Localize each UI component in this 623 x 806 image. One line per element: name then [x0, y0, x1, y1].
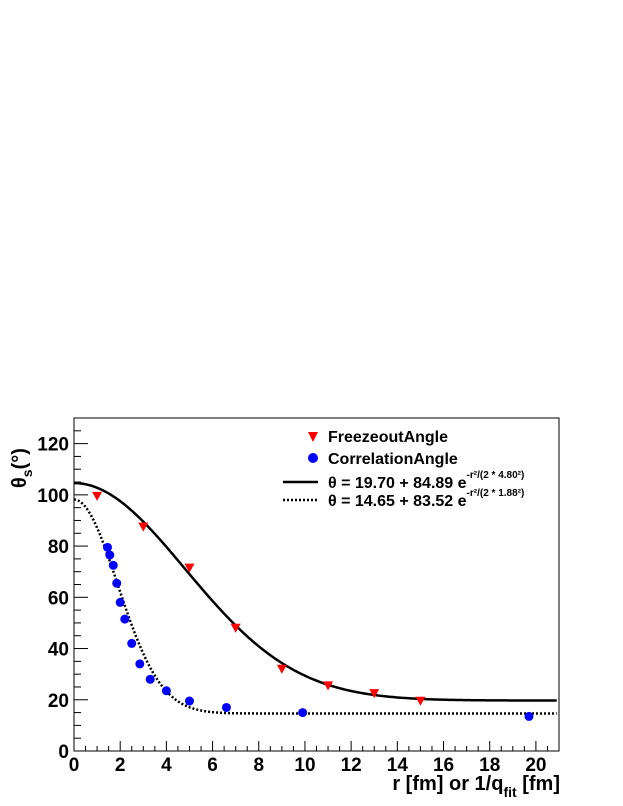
x-tick-label: 20	[525, 755, 546, 776]
x-axis-title-main: r [fm] or 1/q	[392, 773, 503, 795]
x-tick-label: 12	[341, 755, 362, 776]
y-axis-title-sub: s	[19, 469, 35, 477]
data-point-freezeout	[415, 696, 426, 706]
y-axis: 0 20 40 60 80 100 120	[37, 417, 88, 763]
data-point-freezeout	[369, 689, 380, 699]
data-point-correlation	[120, 614, 130, 624]
y-tick-label: 60	[48, 588, 69, 609]
data-point-freezeout	[138, 522, 149, 532]
data-point-correlation	[524, 711, 534, 721]
x-axis-title-tail: [fm]	[517, 773, 560, 795]
data-point-correlation	[221, 702, 231, 712]
data-point-correlation	[127, 638, 137, 648]
x-tick-label: 14	[387, 755, 409, 776]
x-tick-label: 6	[207, 755, 218, 776]
legend-fit2-formula: θ = 14.65 + 83.52 e	[328, 493, 467, 510]
legend: FreezeoutAngle CorrelationAngle θ = 19.7…	[283, 429, 524, 510]
legend-label-freezeout: FreezeoutAngle	[328, 429, 448, 446]
x-axis: 0 2 4 6 8 10 12 14 16 18 20	[69, 741, 560, 776]
y-axis-title-tail: (°)	[9, 448, 31, 469]
x-tick-label: 2	[115, 755, 126, 776]
legend-fit1-exponent: -r²/(2 * 4.80²)	[467, 470, 525, 481]
x-tick-label: 16	[433, 755, 454, 776]
legend-fit1-formula: θ = 19.70 + 84.89 e	[328, 475, 467, 492]
y-tick-label: 120	[37, 435, 69, 456]
data-point-correlation	[112, 578, 122, 588]
x-tick-label: 4	[161, 755, 172, 776]
y-tick-label: 100	[37, 486, 69, 507]
data-point-freezeout	[323, 681, 334, 691]
x-tick-label: 18	[479, 755, 500, 776]
data-point-correlation	[298, 708, 308, 718]
legend-label-fit1: θ = 19.70 + 84.89 e-r²/(2 * 4.80²)	[328, 470, 524, 492]
data-point-correlation	[145, 674, 155, 684]
data-point-freezeout	[92, 491, 103, 501]
data-point-freezeout	[276, 664, 287, 674]
legend-label-correlation: CorrelationAngle	[328, 451, 458, 468]
data-point-correlation	[102, 542, 112, 552]
legend-marker-correlation	[308, 453, 318, 463]
y-axis-title: θs(°)	[9, 448, 35, 488]
fit-curve-2	[73, 498, 557, 715]
legend-fit2-exponent: -r²/(2 * 1.88²)	[467, 488, 525, 499]
x-axis-title-sub: fit	[503, 784, 517, 800]
y-axis-title-main: θ	[9, 477, 31, 488]
legend-label-fit2: θ = 14.65 + 83.52 e-r²/(2 * 1.88²)	[328, 488, 524, 510]
data-point-correlation	[135, 659, 145, 669]
y-tick-label: 40	[48, 640, 69, 661]
legend-marker-freezeout	[308, 432, 318, 442]
data-point-freezeout	[184, 563, 195, 573]
data-point-correlation	[108, 560, 118, 570]
data-point-correlation	[115, 597, 125, 607]
y-tick-label: 20	[48, 691, 69, 712]
x-axis-title: r [fm] or 1/qfit [fm]	[392, 773, 560, 800]
x-tick-label: 8	[253, 755, 264, 776]
y-tick-label: 0	[58, 742, 69, 763]
data-point-correlation	[161, 686, 171, 696]
x-tick-label: 10	[294, 755, 315, 776]
fit-curves	[73, 481, 557, 715]
data-points	[92, 491, 534, 721]
data-point-correlation	[184, 696, 194, 706]
data-point-correlation	[105, 550, 115, 560]
data-point-freezeout	[230, 623, 241, 633]
x-tick-label: 0	[69, 755, 80, 776]
y-tick-label: 80	[48, 537, 69, 558]
fit-curve-1	[73, 481, 557, 702]
